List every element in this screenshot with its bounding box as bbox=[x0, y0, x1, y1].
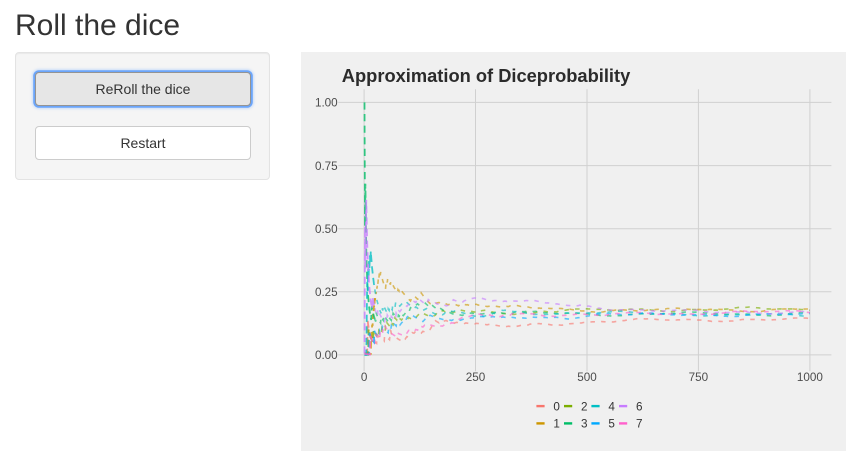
svg-text:3: 3 bbox=[581, 418, 588, 431]
svg-text:0.25: 0.25 bbox=[315, 286, 338, 299]
svg-text:500: 500 bbox=[577, 371, 597, 384]
svg-text:1: 1 bbox=[553, 418, 560, 431]
svg-text:0.00: 0.00 bbox=[315, 349, 338, 362]
svg-text:1000: 1000 bbox=[796, 371, 823, 384]
svg-text:0.50: 0.50 bbox=[315, 223, 338, 236]
svg-text:5: 5 bbox=[608, 418, 615, 431]
svg-text:Approximation of Diceprobabili: Approximation of Diceprobability bbox=[341, 65, 630, 86]
svg-text:2: 2 bbox=[581, 400, 588, 413]
svg-text:0: 0 bbox=[360, 371, 367, 384]
svg-text:1.00: 1.00 bbox=[315, 97, 338, 110]
svg-text:4: 4 bbox=[608, 400, 615, 413]
svg-text:7: 7 bbox=[636, 418, 643, 431]
svg-text:250: 250 bbox=[465, 371, 485, 384]
svg-text:6: 6 bbox=[636, 400, 643, 413]
svg-text:0: 0 bbox=[553, 400, 560, 413]
svg-text:750: 750 bbox=[688, 371, 708, 384]
svg-text:0.75: 0.75 bbox=[315, 160, 338, 173]
